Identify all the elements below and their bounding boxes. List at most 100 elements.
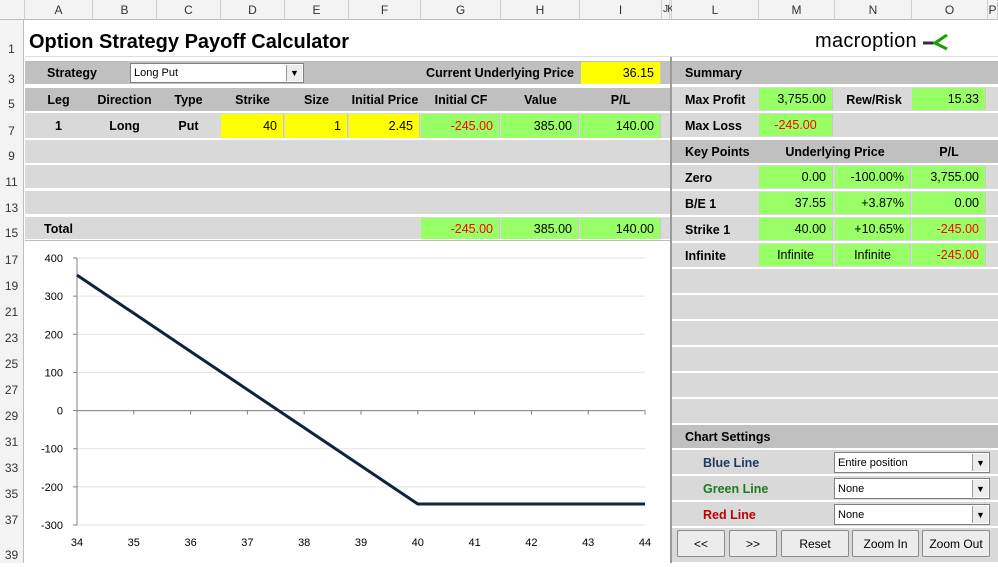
legs-column-header: Initial Price	[351, 93, 419, 107]
key-point-pct: +10.65%	[835, 218, 911, 240]
key-point-pct: Infinite	[835, 244, 911, 266]
key-point-name: Zero	[685, 170, 713, 185]
key-point-pl: -245.00	[912, 244, 986, 266]
column-header[interactable]: P	[988, 0, 998, 20]
row-header[interactable]: 5	[0, 87, 24, 112]
x-tick-label: 37	[241, 537, 253, 549]
chevron-down-icon[interactable]: ▼	[972, 506, 988, 523]
red-line-label: Red Line	[703, 507, 756, 522]
empty-row	[672, 399, 998, 424]
row-header[interactable]: 15	[0, 216, 24, 241]
column-header[interactable]: H	[501, 0, 580, 20]
column-header[interactable]: G	[421, 0, 501, 20]
column-header[interactable]: D	[221, 0, 285, 20]
underlying-label: Current Underlying Price	[426, 66, 574, 80]
chart-settings-band	[672, 425, 998, 449]
row-header[interactable]: 25	[0, 346, 24, 372]
row-header[interactable]: 33	[0, 450, 24, 476]
column-header[interactable]: O	[912, 0, 988, 20]
payoff-chart-svg: 400 300 200 100 0 -100 -200 -300 34 35 36 37 38 39 40 4…	[41, 253, 651, 549]
y-tick-label: 100	[45, 367, 63, 379]
strategy-select[interactable]: Long Put ▼	[130, 63, 304, 83]
key-point-pl: 3,755.00	[912, 166, 986, 188]
column-header[interactable]: B	[93, 0, 157, 20]
leg-direction[interactable]: Long	[109, 119, 140, 133]
leg-strike-input[interactable]: 40	[221, 114, 284, 138]
zoom-in-button[interactable]: Zoom In	[852, 530, 919, 557]
row-header[interactable]: 19	[0, 268, 24, 294]
green-line-select[interactable]: None ▼	[834, 478, 990, 499]
chevron-down-icon[interactable]: ▼	[972, 480, 988, 497]
y-tick-label: -300	[41, 520, 63, 532]
column-header[interactable]: N	[835, 0, 912, 20]
rew-risk-value: 15.33	[912, 88, 986, 110]
key-point-price: 0.00	[759, 166, 833, 188]
y-tick-label: 0	[57, 406, 63, 418]
leg-initial-cf: -245.00	[421, 114, 500, 138]
blue-line-select-value: Entire position	[838, 456, 908, 469]
select-all-corner[interactable]	[0, 0, 25, 20]
key-point-pct: -100.00%	[835, 166, 911, 188]
blue-line-select[interactable]: Entire position ▼	[834, 452, 990, 473]
row-header[interactable]: 27	[0, 372, 24, 398]
column-header[interactable]: E	[285, 0, 349, 20]
total-value: 385.00	[501, 218, 579, 239]
chevron-down-icon[interactable]: ▼	[972, 454, 988, 471]
chevron-down-icon[interactable]: ▼	[286, 65, 302, 81]
max-loss-value: -245.00	[759, 114, 833, 136]
row-header[interactable]: 23	[0, 320, 24, 346]
y-tick-label: 400	[45, 253, 63, 265]
payoff-chart: 400 300 200 100 0 -100 -200 -300 34 35 36 37 38 39 40 4…	[25, 240, 670, 563]
column-header[interactable]: F	[349, 0, 421, 20]
total-pl: 140.00	[580, 218, 661, 239]
leg-pl: 140.00	[580, 114, 661, 138]
column-header[interactable]: I	[580, 0, 662, 20]
row-header[interactable]: 21	[0, 294, 24, 320]
red-line-select-value: None	[838, 508, 865, 521]
row-header[interactable]: 9	[0, 139, 24, 164]
red-line-select[interactable]: None ▼	[834, 504, 990, 525]
leg-size-input[interactable]: 1	[285, 114, 348, 138]
row-header[interactable]: 1	[0, 20, 24, 57]
zoom-out-button[interactable]: Zoom Out	[922, 530, 990, 557]
row-header[interactable]: 39	[0, 528, 24, 563]
x-tick-label: 40	[412, 537, 424, 549]
empty-row	[672, 347, 998, 372]
row-header[interactable]: 35	[0, 476, 24, 502]
column-header[interactable]: C	[157, 0, 221, 20]
x-tick-label: 43	[582, 537, 594, 549]
next-button[interactable]: >>	[729, 530, 777, 557]
row-header[interactable]: 13	[0, 190, 24, 216]
x-tick-label: 42	[525, 537, 537, 549]
row-header[interactable]: 29	[0, 398, 24, 424]
row-header[interactable]: 3	[0, 57, 24, 87]
y-tick-label: -100	[41, 444, 63, 456]
reset-button[interactable]: Reset	[781, 530, 849, 557]
row-header[interactable]: 7	[0, 112, 24, 139]
payoff-line	[76, 273, 645, 506]
underlying-price-input[interactable]: 36.15	[581, 62, 661, 84]
leg-value: 385.00	[501, 114, 579, 138]
legs-column-header: Type	[174, 93, 203, 107]
key-point-name: Strike 1	[685, 222, 731, 237]
row-header[interactable]: 17	[0, 241, 24, 268]
y-tick-label: 200	[45, 329, 63, 341]
green-line-label: Green Line	[703, 481, 769, 496]
column-header[interactable]: K	[667, 0, 674, 20]
row-header[interactable]: 11	[0, 164, 24, 190]
row-header[interactable]: 37	[0, 502, 24, 528]
strategy-select-value: Long Put	[134, 67, 179, 79]
column-header[interactable]: L	[672, 0, 759, 20]
leg-type[interactable]: Put	[178, 119, 199, 133]
x-tick-label: 38	[298, 537, 310, 549]
row-header[interactable]: 31	[0, 424, 24, 450]
green-line-select-value: None	[838, 482, 865, 495]
leg-initial-price-input[interactable]: 2.45	[349, 114, 420, 138]
column-header[interactable]: A	[25, 0, 93, 20]
column-header[interactable]: M	[759, 0, 835, 20]
y-tick-label: -200	[41, 482, 63, 494]
max-profit-value: 3,755.00	[759, 88, 833, 110]
column-header[interactable]: J	[662, 0, 670, 20]
chart-settings-title: Chart Settings	[685, 430, 771, 444]
prev-button[interactable]: <<	[677, 530, 725, 557]
